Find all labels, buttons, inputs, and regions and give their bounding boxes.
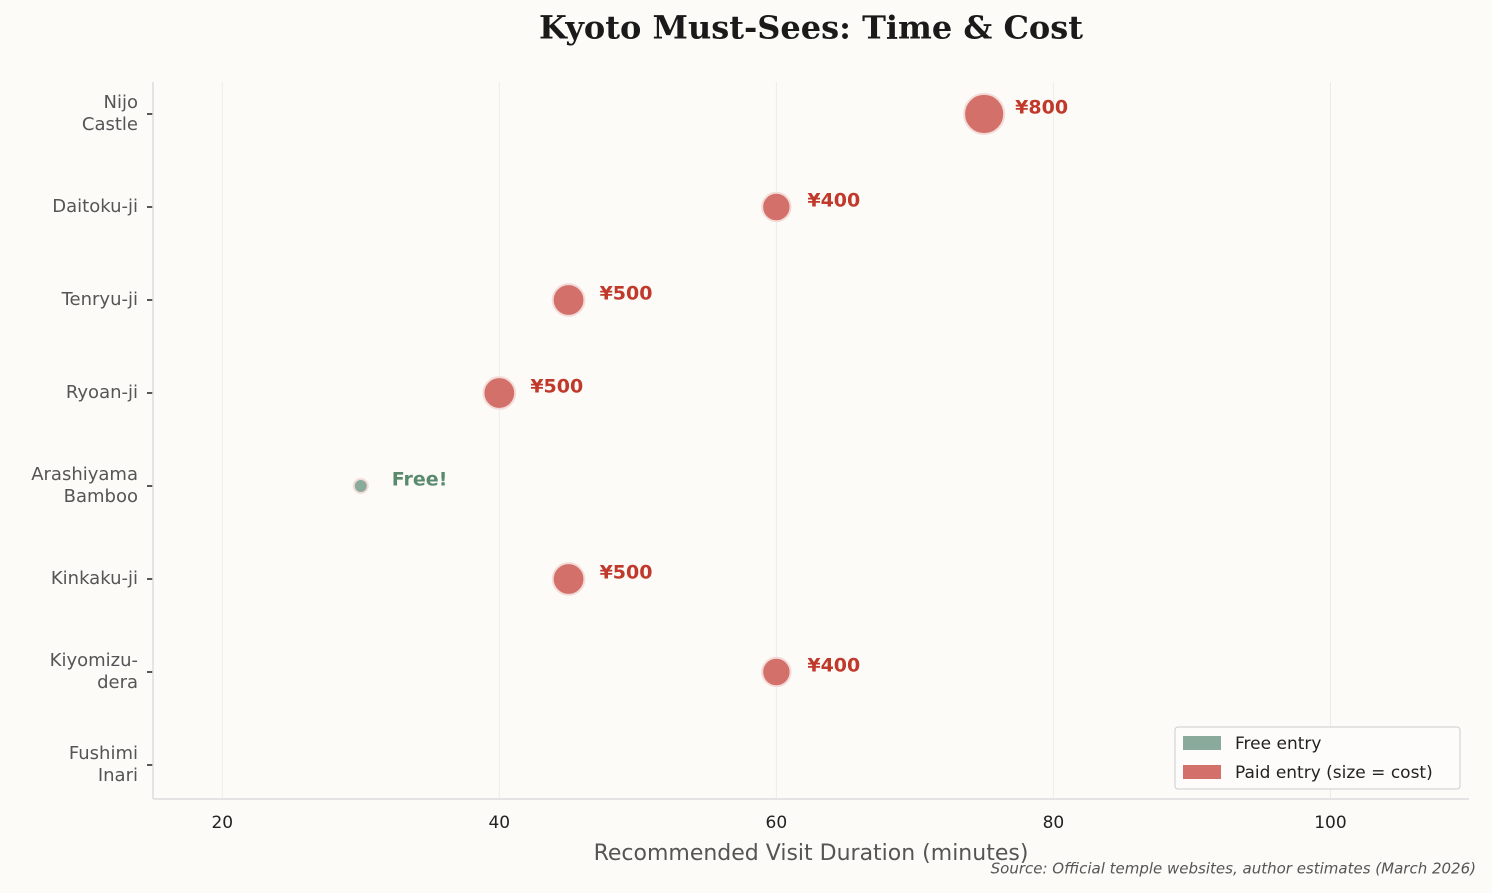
value-label: ¥500 <box>530 376 583 398</box>
legend-label: Free entry <box>1235 734 1321 754</box>
bubble <box>761 656 792 688</box>
bubble <box>761 191 792 223</box>
y-tick-label: Kinkaku-ji <box>51 568 138 589</box>
y-tick-label: Daitoku-ji <box>52 196 138 217</box>
bubble <box>352 478 369 494</box>
legend-label: Paid entry (size = cost) <box>1235 763 1433 783</box>
legend-box <box>1174 726 1461 790</box>
x-tick-label: 40 <box>488 813 510 833</box>
value-label: ¥500 <box>600 562 653 584</box>
value-label: ¥400 <box>807 190 860 212</box>
bubble <box>482 376 517 410</box>
y-tick-label: Tenryu-ji <box>61 289 138 310</box>
x-tick-label: 100 <box>1314 813 1346 833</box>
y-tick-label: Arashiyama Bamboo <box>31 464 138 507</box>
value-label: Free! <box>392 469 448 491</box>
bubble <box>963 92 1006 136</box>
legend-swatch <box>1183 736 1221 750</box>
legend-swatch <box>1183 765 1221 779</box>
y-tick-label: Kiyomizu-dera <box>50 650 138 693</box>
value-label: ¥800 <box>1015 97 1068 119</box>
marks: Free!Free!¥800¥400¥500¥500¥500¥400 <box>352 92 1279 773</box>
bubble <box>551 283 586 317</box>
y-tick-label: Ryoan-ji <box>66 382 138 403</box>
x-tick-label: 20 <box>211 813 233 833</box>
value-label: ¥400 <box>807 655 860 677</box>
x-tick-label: 80 <box>1043 813 1065 833</box>
y-tick-label: Fushimi Inari <box>69 743 138 786</box>
grid: 20 40 60 80 100 Nijo Castle Daitoku-ji Tenryu-ji… <box>31 82 1347 833</box>
x-axis-label: Recommended Visit Duration (minutes) <box>594 841 1029 866</box>
x-tick-label: 60 <box>766 813 788 833</box>
source-note: Source: Official temple websites, author… <box>991 860 1476 878</box>
chart-title: Kyoto Must-Sees: Time & Cost <box>539 9 1083 47</box>
y-tick-label: Nijo Castle <box>82 92 138 135</box>
bubble <box>551 562 586 596</box>
value-label: ¥500 <box>600 283 653 305</box>
legend: Free entry Paid entry (size = cost) <box>1174 726 1461 790</box>
